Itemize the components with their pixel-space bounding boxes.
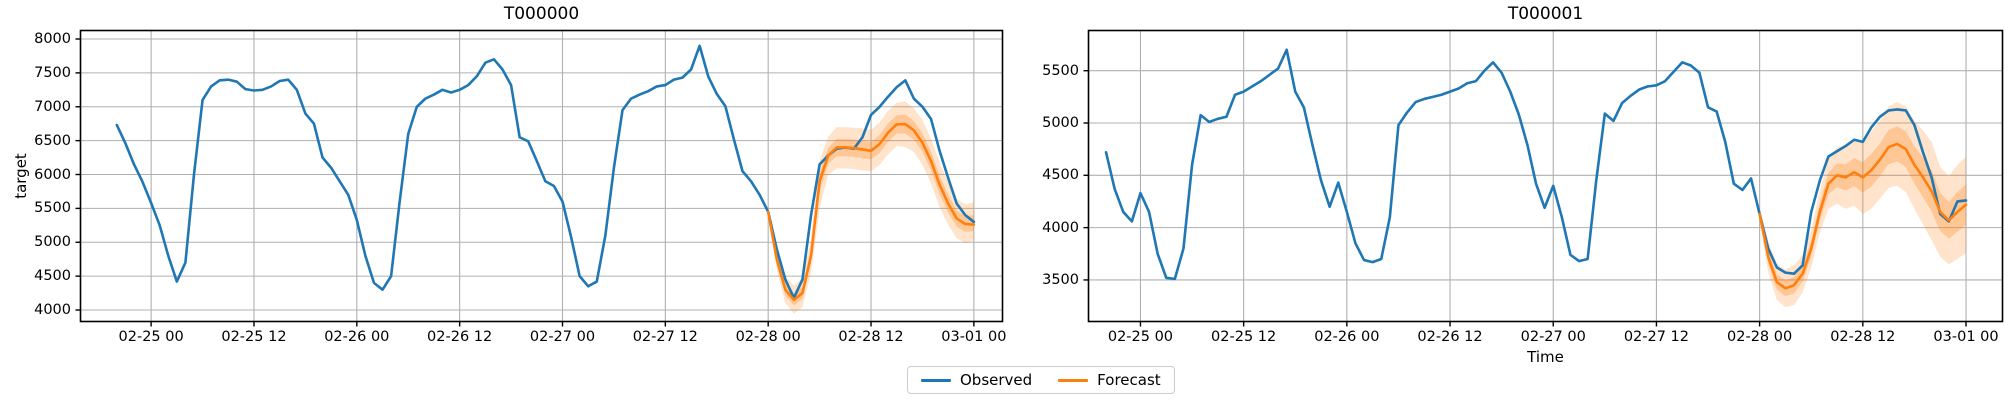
x-tick-label: 02-27 00 xyxy=(529,329,596,345)
tick-marks xyxy=(1083,69,1967,327)
y-tick-label: 4500 xyxy=(1042,167,1079,184)
forecast-interval-band xyxy=(1759,102,1967,308)
x-tick-label: 02-26 00 xyxy=(324,329,390,345)
forecast-line xyxy=(1758,142,1968,290)
y-tick-label: 4000 xyxy=(1042,219,1079,236)
x-tick-label: 03-01 00 xyxy=(1933,329,1999,345)
chart-title-right: T000001 xyxy=(1507,4,1584,24)
observed-line xyxy=(1104,48,1968,281)
x-tick-label: 02-26 00 xyxy=(1314,329,1380,345)
forecast-line xyxy=(766,122,976,302)
y-tick-label: 8000 xyxy=(34,31,71,47)
legend: Observed Forecast xyxy=(907,366,1175,394)
y-tick-label: 7000 xyxy=(34,98,71,115)
plot-canvas-T000001 xyxy=(1083,29,2004,327)
y-tick-label: 5500 xyxy=(1042,62,1079,79)
y-tick-label: 4500 xyxy=(34,268,71,285)
x-tick-label: 02-27 12 xyxy=(632,329,698,345)
x-tick-label: 02-27 00 xyxy=(1520,329,1586,345)
chart-title-left: T000000 xyxy=(503,4,580,24)
x-tick-label: 03-01 00 xyxy=(941,329,1007,345)
x-tick-label: 02-26 12 xyxy=(1417,329,1483,345)
forecast-interval-band xyxy=(768,101,974,314)
x-tick-label: 02-25 00 xyxy=(1107,329,1174,345)
left-plot xyxy=(75,29,1004,327)
tick-marks xyxy=(75,38,975,327)
x-tick-label: 02-28 00 xyxy=(735,329,801,345)
x-tick-label: 02-28 00 xyxy=(1727,329,1793,345)
y-tick-label: 5500 xyxy=(34,200,71,217)
y-tick-label: 3500 xyxy=(1042,271,1079,288)
y-tick-label: 4000 xyxy=(34,302,71,318)
legend-label-forecast: Forecast xyxy=(1097,371,1161,389)
x-tick-label: 02-25 12 xyxy=(221,329,287,345)
legend-label-observed: Observed xyxy=(960,371,1033,389)
x-axis-label: Time xyxy=(1527,348,1564,366)
x-tick-label: 02-27 12 xyxy=(1623,329,1690,345)
grid-lines xyxy=(80,30,1003,322)
right-plot xyxy=(1083,29,2004,327)
y-tick-label: 5000 xyxy=(34,234,71,251)
x-tick-label: 02-25 00 xyxy=(118,329,184,345)
y-tick-label: 5000 xyxy=(1042,115,1079,131)
x-tick-label: 02-26 12 xyxy=(427,329,493,345)
x-tick-label: 02-25 12 xyxy=(1211,329,1277,345)
forecast-inner-band xyxy=(1759,126,1967,297)
forecast-inner-band xyxy=(768,114,974,306)
y-tick-label: 7500 xyxy=(34,64,71,81)
axes-spines xyxy=(1087,29,2004,323)
observed-line xyxy=(115,44,976,300)
x-tick-label: 02-28 12 xyxy=(838,329,904,345)
y-tick-label: 6500 xyxy=(34,132,71,149)
axes-spines xyxy=(79,29,1004,323)
plot-canvas-T000000 xyxy=(75,29,1004,327)
legend-item-forecast: Forecast xyxy=(1058,371,1161,389)
forecast-line-swatch xyxy=(1058,378,1089,382)
legend-item-observed: Observed xyxy=(921,371,1032,389)
x-tick-label: 02-28 12 xyxy=(1830,329,1896,345)
observed-line-swatch xyxy=(921,378,951,382)
y-tick-label: 6000 xyxy=(34,166,71,183)
